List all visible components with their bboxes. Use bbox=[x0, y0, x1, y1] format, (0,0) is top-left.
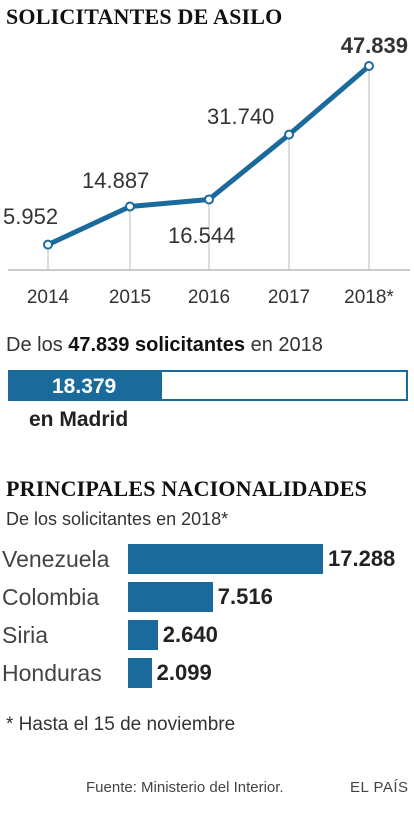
value-label-2015: 14.887 bbox=[82, 168, 149, 193]
nationalities-title: PRINCIPALES NACIONALIDADES bbox=[6, 476, 368, 501]
nationality-row-colombia: Colombia 7.516 bbox=[0, 582, 414, 612]
madrid-bar-fill bbox=[10, 372, 163, 399]
data-point-2015 bbox=[125, 201, 135, 212]
data-point-2016 bbox=[204, 194, 214, 205]
nationalities-subtitle: De los solicitantes en 2018* bbox=[6, 509, 229, 529]
line-chart-title: SOLICITANTES DE ASILO bbox=[6, 4, 283, 29]
source-credit: Fuente: Ministerio del Interior. bbox=[86, 779, 284, 796]
nationality-value-honduras: 2.099 bbox=[156, 660, 212, 685]
madrid-subtitle-bold: 47.839 solicitantes bbox=[68, 334, 246, 356]
brand-credit: EL PAÍS bbox=[350, 779, 409, 796]
nationality-bar-siria bbox=[128, 620, 158, 650]
nationality-value-colombia: 7.516 bbox=[217, 584, 273, 609]
asylum-line-chart: 5.952 14.887 16.544 31.740 47.839 2014 2015 201… bbox=[3, 33, 410, 308]
value-label-2017: 31.740 bbox=[207, 104, 274, 129]
value-label-2014: 5.952 bbox=[3, 204, 58, 229]
nationality-value-venezuela: 17.288 bbox=[328, 546, 396, 571]
nationality-label-venezuela: Venezuela bbox=[2, 546, 110, 572]
nationality-value-siria: 2.640 bbox=[162, 622, 218, 647]
value-label-2018: 47.839 bbox=[341, 33, 408, 58]
data-point-2017 bbox=[284, 129, 294, 140]
x-tick-label-2018: 2018* bbox=[344, 287, 394, 308]
nationality-label-siria: Siria bbox=[2, 622, 49, 648]
footnote: * Hasta el 15 de noviembre bbox=[6, 714, 236, 735]
nationality-row-honduras: Honduras 2.099 bbox=[0, 658, 414, 688]
x-tick-label-2017: 2017 bbox=[268, 287, 310, 308]
x-tick-label-2016: 2016 bbox=[188, 287, 230, 308]
madrid-subtitle: De los 47.839 solicitantes en 2018 bbox=[6, 334, 323, 357]
nationality-row-siria: Siria 2.640 bbox=[0, 620, 414, 650]
madrid-label: en Madrid bbox=[29, 408, 129, 431]
nationality-bar-honduras bbox=[128, 658, 152, 688]
madrid-subtitle-pre: De los bbox=[6, 334, 69, 356]
nationality-bar-colombia bbox=[128, 582, 213, 612]
madrid-value-label: 18.379 bbox=[52, 375, 117, 398]
data-point-2018 bbox=[364, 61, 374, 71]
x-tick-label-2014: 2014 bbox=[27, 287, 70, 308]
x-tick-label-2015: 2015 bbox=[109, 287, 151, 308]
data-point-2014 bbox=[43, 239, 53, 250]
nationality-bar-venezuela bbox=[128, 544, 323, 574]
madrid-proportion-bar: 18.379 bbox=[8, 370, 408, 401]
nationality-label-colombia: Colombia bbox=[2, 584, 100, 610]
nationality-label-honduras: Honduras bbox=[2, 660, 102, 686]
madrid-subtitle-post: en 2018 bbox=[245, 334, 323, 356]
nationality-row-venezuela: Venezuela 17.288 bbox=[0, 544, 414, 574]
value-label-2016: 16.544 bbox=[168, 223, 235, 248]
